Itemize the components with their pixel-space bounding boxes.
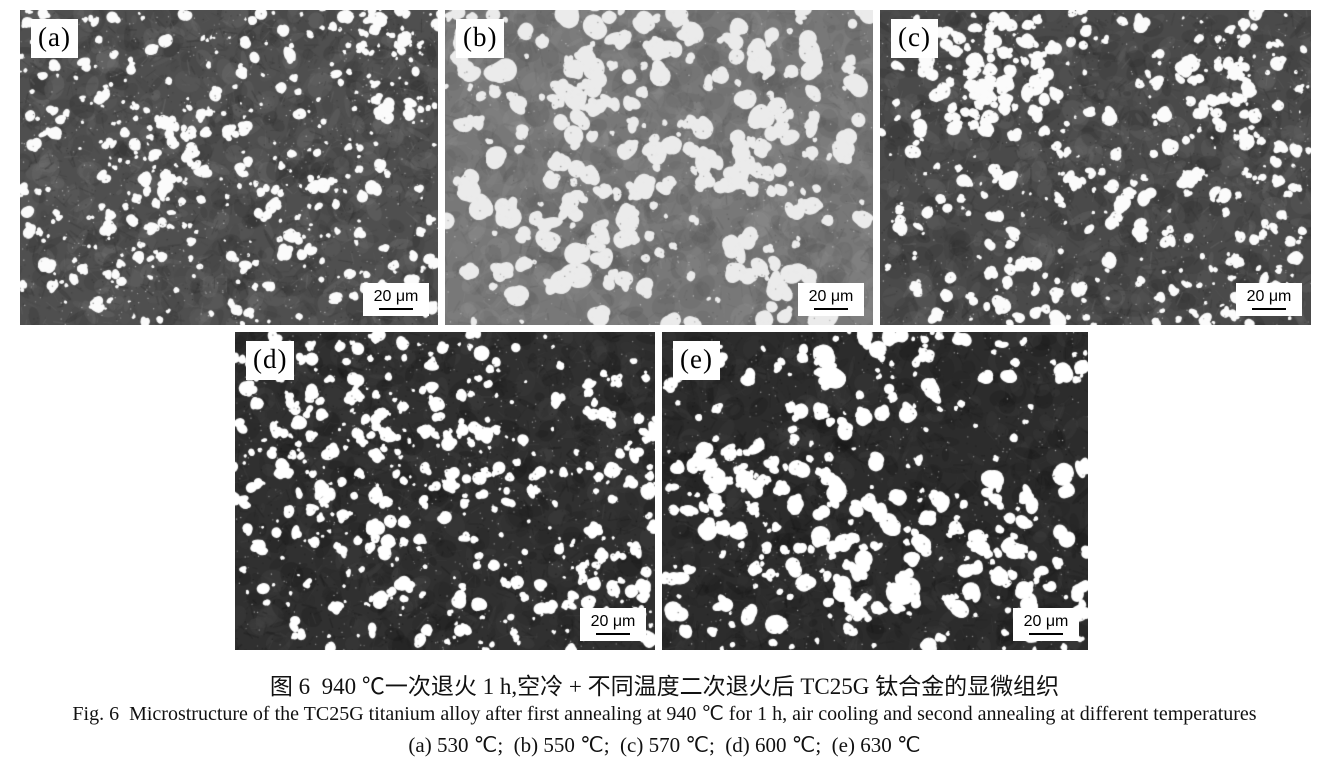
micrograph-panel-d: (d) 20 μm (235, 332, 655, 650)
figure-caption-english: Fig. 6 Microstructure of the TC25G titan… (72, 703, 1257, 725)
panel-label-b: (b) (456, 19, 505, 58)
micrograph-panel-b: (b) 20 μm (445, 10, 873, 325)
scale-bar-b: 20 μm (798, 283, 864, 316)
micrograph-image-a (20, 10, 438, 325)
scale-bar-line-e (1029, 633, 1063, 635)
micrograph-image-e (662, 332, 1088, 650)
micrograph-panel-e: (e) 20 μm (662, 332, 1088, 650)
scale-bar-line-d (596, 633, 630, 635)
scale-bar-text-d: 20 μm (590, 613, 636, 630)
panel-label-c: (c) (891, 19, 938, 58)
figure-caption-temperatures: (a) 530 ℃; (b) 550 ℃; (c) 570 ℃; (d) 600… (408, 733, 921, 757)
micrograph-image-c (880, 10, 1311, 325)
scale-bar-text-c: 20 μm (1246, 288, 1292, 305)
scale-bar-a: 20 μm (363, 283, 429, 316)
micrograph-image-d (235, 332, 655, 650)
scale-bar-line-b (814, 308, 848, 310)
micrograph-panel-c: (c) 20 μm (880, 10, 1311, 325)
panel-label-d: (d) (246, 341, 295, 380)
scale-bar-e: 20 μm (1013, 608, 1079, 641)
scale-bar-line-a (379, 308, 413, 310)
scale-bar-text-a: 20 μm (373, 288, 419, 305)
scale-bar-d: 20 μm (580, 608, 646, 641)
figure-caption-chinese: 图 6 940 ℃一次退火 1 h,空冷 + 不同温度二次退火后 TC25G 钛… (269, 674, 1060, 699)
micrograph-panel-a: (a) 20 μm (20, 10, 438, 325)
scale-bar-line-c (1252, 308, 1286, 310)
panel-label-a: (a) (31, 19, 78, 58)
scale-bar-text-b: 20 μm (808, 288, 854, 305)
scale-bar-text-e: 20 μm (1023, 613, 1069, 630)
scale-bar-c: 20 μm (1236, 283, 1302, 316)
micrograph-image-b (445, 10, 873, 325)
panel-label-e: (e) (673, 341, 720, 380)
